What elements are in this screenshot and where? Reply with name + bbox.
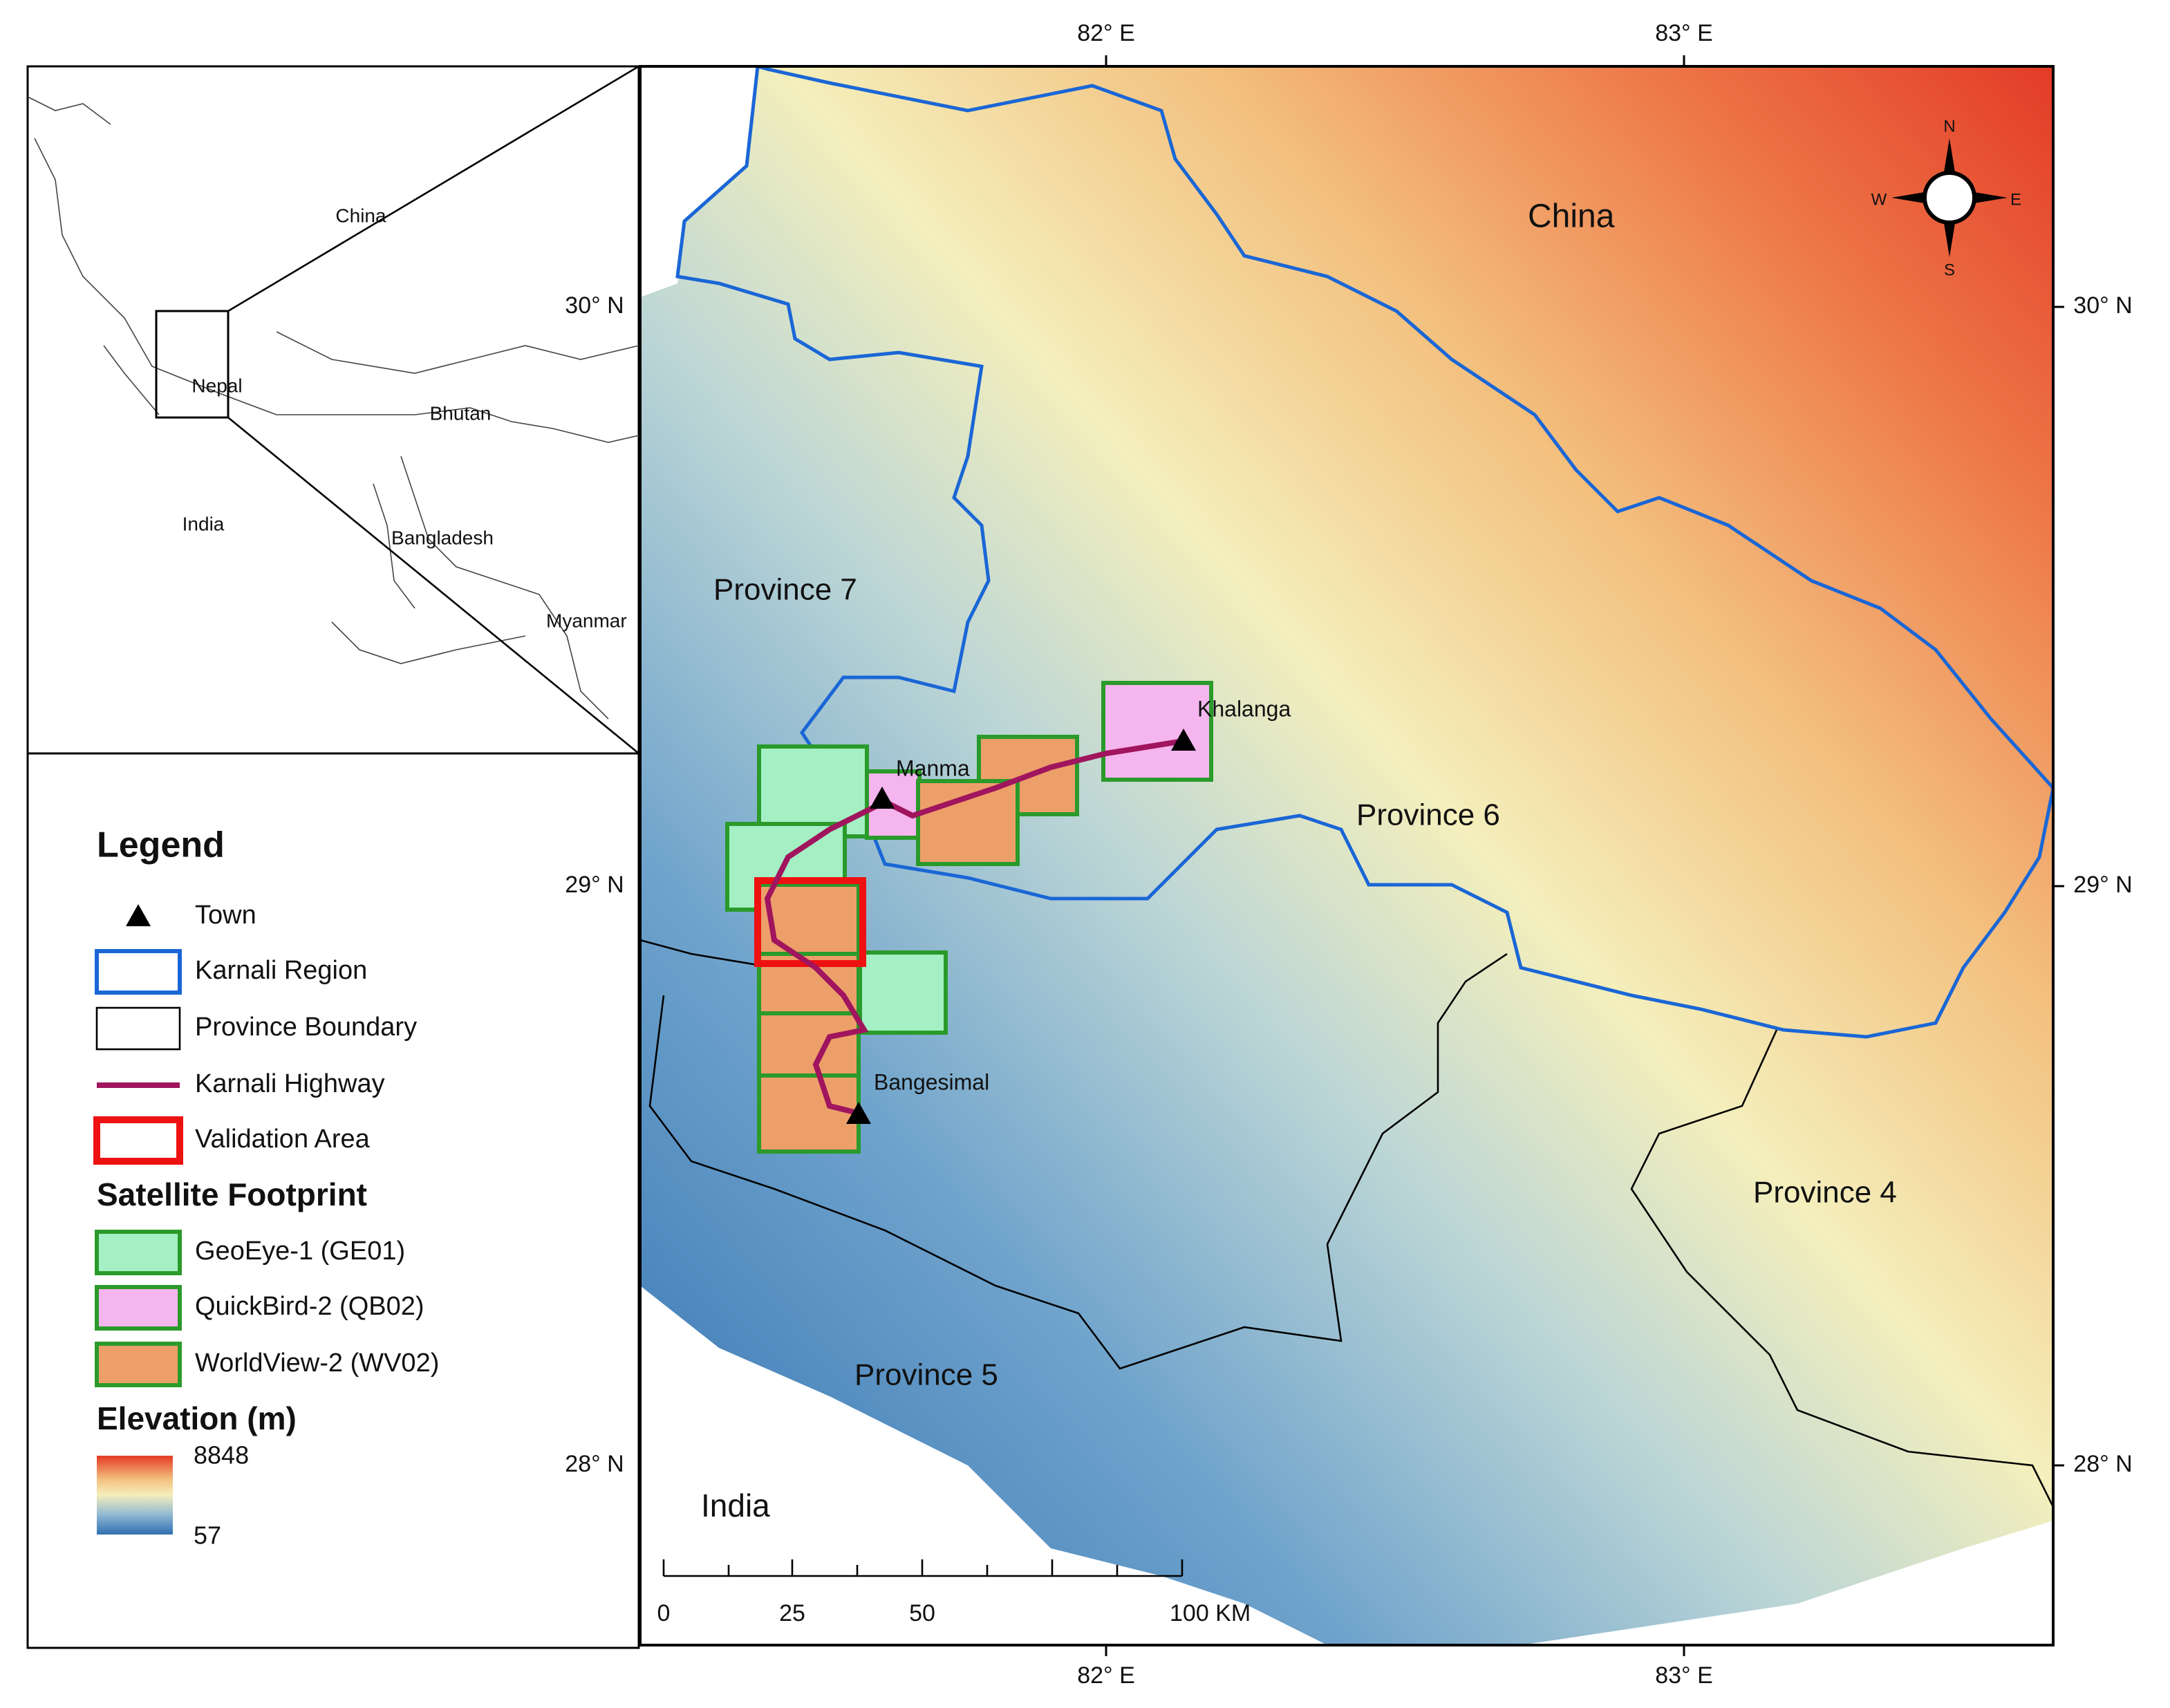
inset-label: Bhutan (430, 402, 492, 424)
country-borders (27, 96, 639, 720)
latitude-label: 30° N (2073, 292, 2132, 319)
region-label: China (1528, 198, 1615, 235)
karnali-region-boundary (675, 66, 2053, 1039)
scale-label: 0 (657, 1600, 671, 1626)
quickbird-footprint (1101, 681, 1213, 782)
legend-title: Legend (97, 825, 225, 865)
latitude-label: 28° N (2073, 1451, 2132, 1477)
legend-validation-symbol (93, 1116, 183, 1165)
legend-item: Validation Area (195, 1125, 371, 1154)
latitude-label: 29° N (2073, 872, 2132, 898)
province-label: Province 5 (854, 1358, 998, 1392)
worldview-footprint (757, 1073, 861, 1154)
scale-label: 25 (779, 1600, 805, 1626)
outside-area (640, 66, 758, 297)
town-label: Bangesimal (874, 1069, 989, 1094)
longitude-label: 83° E (1655, 1662, 1713, 1689)
scale-label: 100 KM (1170, 1600, 1251, 1626)
worldview-footprint (916, 779, 1020, 866)
legend-karnali-symbol (95, 949, 182, 995)
inset-label: Nepal (191, 375, 242, 396)
inset-label: Myanmar (546, 610, 627, 631)
province-boundary (640, 939, 2053, 1508)
map-frame (639, 65, 2055, 1646)
compass (1891, 138, 2008, 257)
legend-subtitle: Elevation (m) (97, 1400, 297, 1436)
compass-label: S (1944, 261, 1955, 279)
compass-label: W (1871, 190, 1887, 209)
geoeye-footprint (858, 950, 948, 1035)
longitude-label: 82° E (1077, 20, 1135, 46)
extent-box (155, 310, 230, 419)
worldview-footprint (757, 1011, 861, 1078)
compass-label: E (2010, 190, 2021, 209)
region-label: India (701, 1488, 770, 1523)
scale-bar (662, 1559, 1184, 1577)
town-label: Khalanga (1197, 696, 1291, 721)
legend-item: WorldView-2 (WV02) (195, 1349, 439, 1378)
karnali-highway (764, 738, 1184, 1116)
outside-area (1521, 1521, 2053, 1645)
compass-label: N (1943, 117, 1955, 135)
legend-geoeye-symbol (95, 1230, 182, 1275)
legend-quickbird-symbol (95, 1285, 182, 1331)
legend-item: Town (195, 901, 256, 930)
map-body (640, 66, 2053, 1645)
legend-item: Province Boundary (195, 1013, 417, 1042)
legend-province-symbol (95, 1006, 181, 1051)
province-label: Province 7 (713, 573, 857, 607)
legend-elevation-ramp (97, 1456, 173, 1535)
inset-label: India (183, 513, 225, 534)
town-marker (1171, 729, 1196, 751)
legend-town-symbol (126, 904, 151, 926)
legend-item: Karnali Region (195, 956, 367, 985)
scale-ticks (662, 1559, 1184, 1576)
latitude-label: 29° N (565, 872, 624, 898)
footprints (725, 681, 1213, 1154)
longitude-label: 83° E (1655, 20, 1713, 46)
legend-item: QuickBird-2 (QB02) (195, 1292, 424, 1321)
town-marker (846, 1102, 871, 1124)
longitude-label: 82° E (1077, 1662, 1135, 1689)
legend-elevation-max: 8848 (194, 1441, 249, 1470)
legend-item: GeoEye-1 (GE01) (195, 1237, 405, 1266)
town-label: Manma (896, 756, 970, 780)
legend-elevation-min: 57 (194, 1521, 221, 1550)
worldview-footprint (757, 883, 861, 956)
legend-worldview-symbol (95, 1342, 182, 1387)
province-label: Province 4 (1753, 1176, 1897, 1210)
scale-label: 50 (909, 1600, 935, 1626)
inset-label: Bangladesh (391, 527, 494, 548)
latitude-label: 28° N (565, 1451, 624, 1477)
extent-lines (227, 65, 639, 755)
elevation-surface (640, 66, 2053, 1645)
inset-frame (26, 65, 640, 755)
province-label: Province 6 (1356, 798, 1500, 832)
legend-subtitle: Satellite Footprint (97, 1176, 367, 1212)
inset-label: China (335, 205, 386, 226)
town-marker (870, 787, 895, 809)
latitude-label: 30° N (565, 292, 624, 319)
outside-area (640, 1286, 1327, 1645)
legend-item: Karnali Highway (195, 1069, 385, 1098)
